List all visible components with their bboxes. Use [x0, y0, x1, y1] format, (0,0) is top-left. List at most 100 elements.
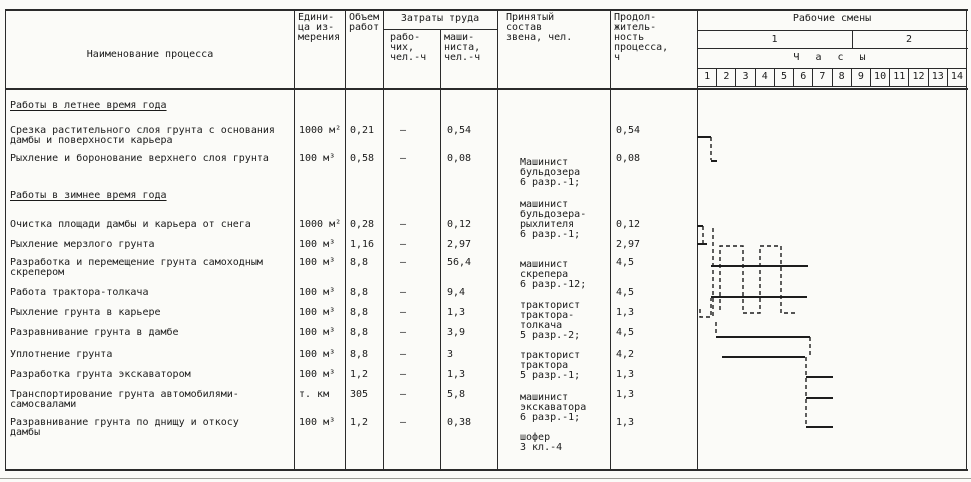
process-name: Разравнивание грунта по днищу и откосу д…	[10, 417, 239, 438]
unit-value: 100 м³	[299, 417, 336, 428]
shift-row-bottom-rule	[697, 48, 968, 49]
col-rule-volume-labor	[383, 9, 384, 470]
process-name: Разработка и перемещение грунта самоходн…	[10, 257, 263, 278]
header-labor-workers: рабо- чих, чел.-ч	[390, 32, 427, 63]
hour-cell: 12	[908, 68, 929, 87]
process-name: Очистка площади дамбы и карьера от снега	[10, 219, 251, 230]
unit-value: 100 м³	[299, 257, 336, 268]
machinist-value: 5,8	[447, 389, 466, 400]
machinist-value: 3	[447, 349, 454, 360]
page-bottom-rule	[0, 478, 971, 479]
section-summer-works: Работы в летнее время года	[10, 100, 167, 111]
hour-cell: 13	[927, 68, 948, 87]
unit-value: 100 м³	[299, 287, 336, 298]
col-rule-workers-machinist	[440, 29, 441, 470]
duration-value: 2,97	[616, 239, 641, 250]
crew-note: тракторист трактора 5 разр.-1;	[520, 350, 581, 381]
header-labor-machinist: маши- ниста, чел.-ч	[444, 32, 481, 63]
col-rule-process-unit	[294, 9, 295, 470]
hour-cell: 8	[831, 68, 852, 87]
workers-value: –	[400, 125, 407, 136]
workers-value: –	[400, 307, 407, 318]
workers-value: –	[400, 153, 407, 164]
header-shift-2: 2	[905, 34, 913, 45]
machinist-value: 1,3	[447, 307, 466, 318]
hour-cell: 14	[946, 68, 968, 87]
unit-value: 1000 м²	[299, 125, 342, 136]
shift-divider-rule	[852, 30, 853, 48]
volume-value: 0,28	[350, 219, 375, 230]
header-hours-label: Ч а с ы	[793, 52, 871, 63]
volume-value: 1,16	[350, 239, 375, 250]
hour-cell: 6	[793, 68, 814, 87]
process-name: Рыхление грунта в карьере	[10, 307, 161, 318]
unit-value: 100 м³	[299, 349, 336, 360]
machinist-value: 0,38	[447, 417, 472, 428]
process-name: Срезка растительного слоя грунта с основ…	[10, 125, 275, 146]
header-shifts: Рабочие смены	[792, 13, 872, 24]
volume-value: 8,8	[350, 287, 369, 298]
col-rule-duration-shifts	[697, 9, 698, 470]
workers-value: –	[400, 369, 407, 380]
table-top-rule	[5, 9, 968, 11]
gantt-cycle-wave-dashed	[719, 245, 796, 314]
machinist-value: 56,4	[447, 257, 472, 268]
duration-value: 4,5	[616, 257, 635, 268]
volume-value: 1,2	[350, 369, 369, 380]
workers-value: –	[400, 417, 407, 428]
machinist-value: 1,3	[447, 369, 466, 380]
header-unit: Едини- ца из- мерения	[298, 12, 341, 43]
process-name: Транспортирование грунта автомобилями- с…	[10, 389, 239, 410]
unit-value: т. км	[299, 389, 330, 400]
machinist-value: 3,9	[447, 327, 466, 338]
header-volume: Объем работ	[349, 12, 380, 33]
header-crew: Принятый состав звена, чел.	[506, 12, 573, 43]
duration-value: 1,3	[616, 369, 635, 380]
header-shift-1: 1	[771, 34, 778, 45]
process-name: Рыхление и боронование верхнего слоя гру…	[10, 153, 269, 164]
hour-cell: 9	[850, 68, 871, 87]
hour-cell: 7	[812, 68, 833, 87]
duration-value: 4,5	[616, 327, 635, 338]
section-winter-works: Работы в зимнее время года	[10, 190, 167, 201]
hour-scale: 1 2 3 4 5 6 7 8 9 10 11 12 13 14	[697, 68, 968, 87]
process-name: Рыхление мерзлого грунта	[10, 239, 155, 250]
col-rule-unit-volume	[345, 9, 346, 470]
unit-value: 100 м³	[299, 327, 336, 338]
gantt-link-dashed	[699, 298, 712, 318]
duration-value: 0,08	[616, 153, 641, 164]
duration-value: 4,5	[616, 287, 635, 298]
shifts-underline-rule	[697, 30, 968, 31]
machinist-value: 9,4	[447, 287, 466, 298]
process-name: Работа трактора-толкача	[10, 287, 149, 298]
workers-value: –	[400, 389, 407, 400]
crew-note: машинист бульдозера- рыхлителя 6 разр.-1…	[520, 199, 587, 240]
duration-value: 4,2	[616, 349, 635, 360]
process-name: Разравнивание грунта в дамбе	[10, 327, 179, 338]
crew-note: тракторист трактора- толкача 5 разр.-2;	[520, 300, 581, 341]
unit-value: 100 м³	[299, 239, 336, 250]
unit-value: 100 м³	[299, 369, 336, 380]
workers-value: –	[400, 327, 407, 338]
unit-value: 100 м³	[299, 307, 336, 318]
crew-note: машинист экскаватора 6 разр.-1;	[520, 392, 587, 423]
table-left-rule	[5, 9, 6, 470]
hour-cell: 5	[773, 68, 795, 87]
hour-cell: 11	[889, 68, 910, 87]
machinist-value: 0,54	[447, 125, 472, 136]
volume-value: 8,8	[350, 257, 369, 268]
workers-value: –	[400, 219, 407, 230]
duration-value: 1,3	[616, 389, 635, 400]
hour-cell: 3	[735, 68, 756, 87]
process-name: Разработка грунта экскаватором	[10, 369, 191, 380]
unit-value: 1000 м²	[299, 219, 342, 230]
table-header-bottom-rule	[5, 88, 968, 90]
workers-value: –	[400, 349, 407, 360]
hour-cell: 2	[716, 68, 737, 87]
volume-value: 8,8	[350, 327, 369, 338]
duration-value: 0,54	[616, 125, 641, 136]
volume-value: 0,21	[350, 125, 375, 136]
header-labor: Затраты труда	[400, 13, 480, 24]
machinist-value: 2,97	[447, 239, 472, 250]
header-process: Наименование процесса	[86, 49, 214, 60]
